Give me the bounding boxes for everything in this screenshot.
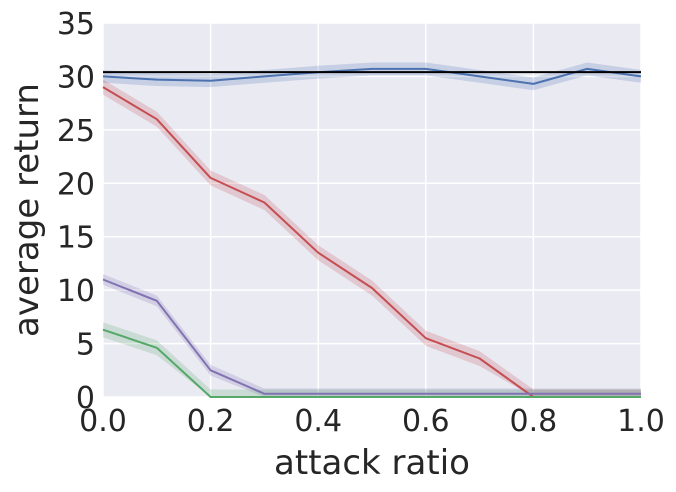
y-tick-label: 15 [57,221,95,256]
x-tick-label: 0.2 [187,404,235,439]
y-tick-label: 25 [57,114,95,149]
series-3-line [102,328,641,398]
x-tick-labels: 0.0 0.2 0.4 0.6 0.8 1.0 [79,404,665,439]
y-tick-label: 0 [76,381,95,416]
series-2-line [102,278,641,395]
x-tick-label: 1.0 [617,404,665,439]
x-tick-label: 0.0 [79,404,127,439]
y-tick-label: 5 [76,328,95,363]
y-tick-label: 30 [57,60,95,95]
x-tick-label: 0.4 [294,404,342,439]
y-tick-label: 10 [57,274,95,309]
series-lines [102,67,642,398]
confidence-bands [103,62,641,397]
plot-background [103,23,641,397]
series-0-band [103,62,641,91]
grid [102,22,642,398]
x-axis-label: attack ratio [274,443,470,483]
series-0-line [102,67,642,85]
y-tick-label: 20 [57,167,95,202]
x-tick-label: 0.8 [510,404,558,439]
series-3-band [103,322,641,397]
y-axis-label: average return [7,83,47,337]
y-tick-labels: 0 5 10 15 20 25 30 35 [57,7,95,416]
x-tick-label: 0.6 [402,404,450,439]
y-tick-label: 35 [57,7,95,42]
